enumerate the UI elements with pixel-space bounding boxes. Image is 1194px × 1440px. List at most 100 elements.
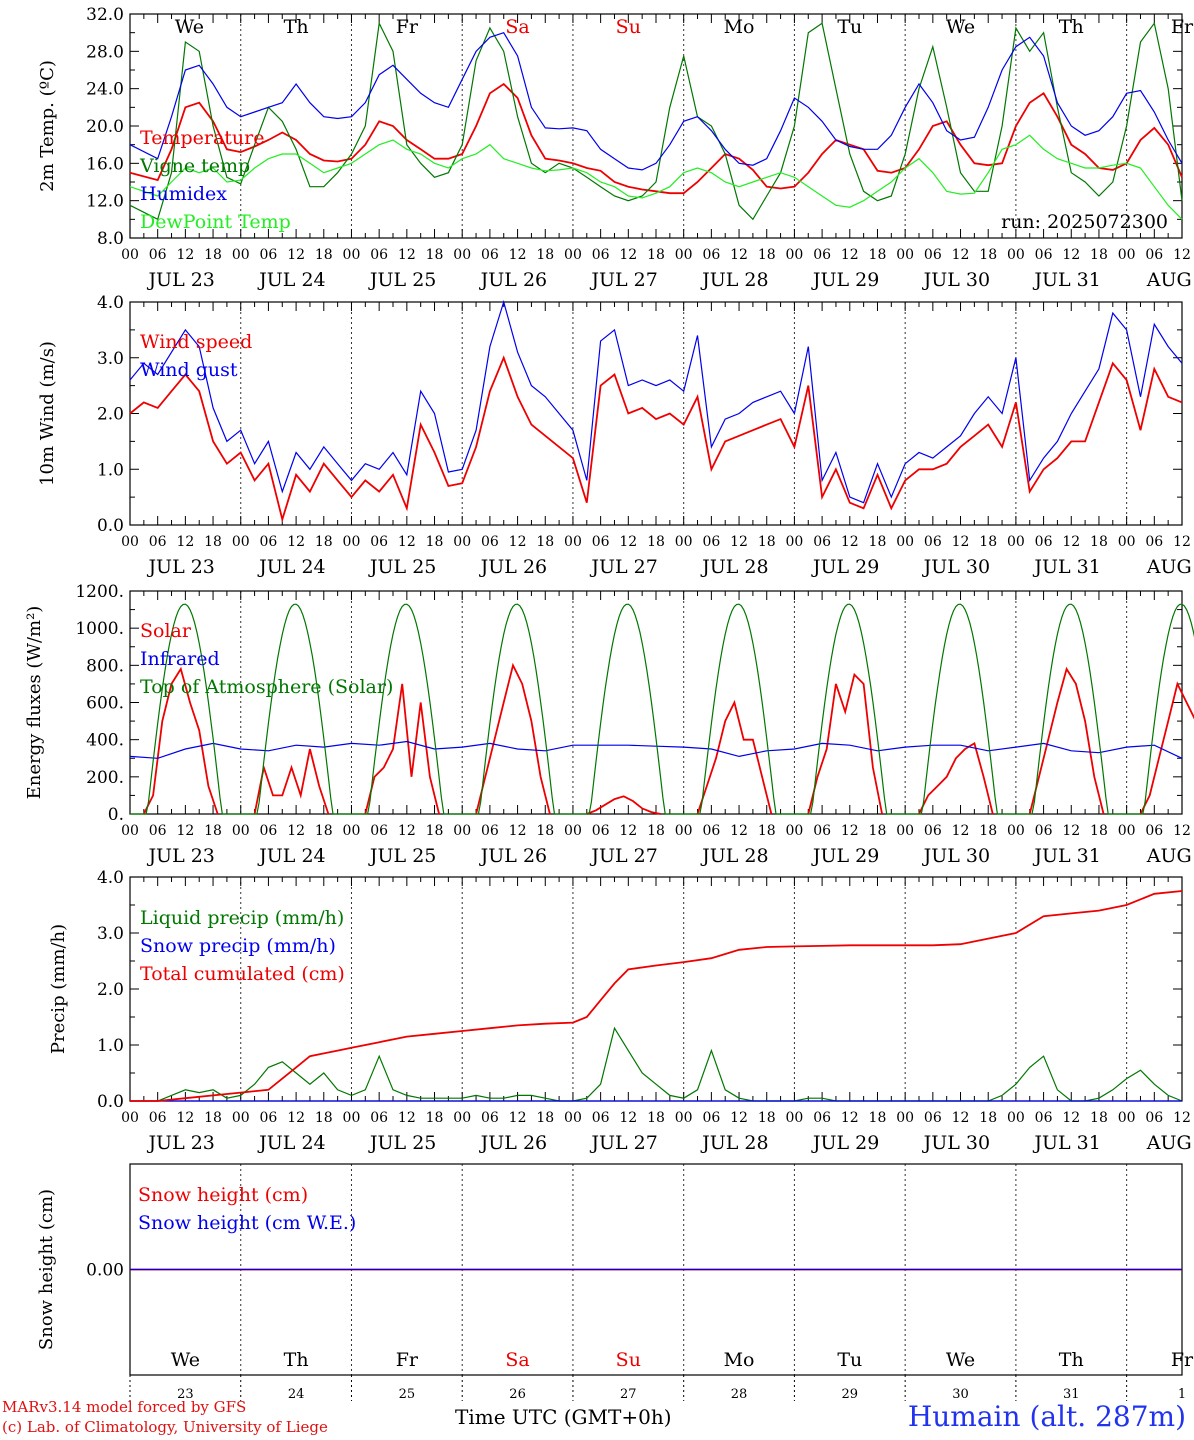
x-hour-label: 06 xyxy=(813,823,831,839)
snow-weekday-label: Sa xyxy=(505,1349,529,1371)
series-top-of-atmosphere-solar xyxy=(683,603,795,815)
x-hour-label: 06 xyxy=(370,1110,388,1126)
x-hour-label: 06 xyxy=(260,534,278,550)
y-tick-label: 20.0 xyxy=(86,117,124,137)
x-hour-label: 06 xyxy=(1145,823,1163,839)
x-hour-label: 00 xyxy=(1118,247,1136,263)
y-tick-label: 12.0 xyxy=(86,192,124,212)
x-date-label: JUL 31 xyxy=(1032,556,1100,578)
snow-weekday-label: Tu xyxy=(837,1349,862,1371)
x-hour-label: 18 xyxy=(758,534,776,550)
snow-weekday-label: We xyxy=(946,1349,975,1371)
x-date-label: JUL 28 xyxy=(700,1132,768,1154)
x-hour-label: 12 xyxy=(619,534,637,550)
x-date-label: JUL 29 xyxy=(811,1132,879,1154)
weekday-label: Su xyxy=(616,16,641,38)
x-hour-label: 18 xyxy=(647,1110,665,1126)
x-hour-label: 00 xyxy=(232,1110,250,1126)
x-date-label: JUL 25 xyxy=(368,845,436,867)
x-date-label: JUL 28 xyxy=(700,845,768,867)
x-date-label: AUG 1 xyxy=(1146,269,1194,291)
x-hour-label: 06 xyxy=(481,247,499,263)
x-hour-label: 06 xyxy=(1035,1110,1053,1126)
series-solar xyxy=(1139,681,1194,815)
y-axis-label: Energy fluxes (W/m²) xyxy=(24,606,45,800)
day-number-label: 25 xyxy=(399,1387,416,1402)
snow-weekday-label: We xyxy=(171,1349,200,1371)
x-date-label: JUL 26 xyxy=(479,845,547,867)
x-date-label: AUG 1 xyxy=(1146,1132,1194,1154)
x-hour-label: 12 xyxy=(509,247,527,263)
x-hour-label: 18 xyxy=(204,534,222,550)
x-hour-label: 00 xyxy=(564,823,582,839)
x-hour-label: 00 xyxy=(564,247,582,263)
x-hour-label: 18 xyxy=(647,534,665,550)
y-tick-label: 1.0 xyxy=(97,1036,124,1056)
y-axis-label: 2m Temp. (ºC) xyxy=(37,60,58,192)
x-hour-label: 12 xyxy=(287,534,305,550)
snow-weekday-label: Su xyxy=(616,1349,641,1371)
weekday-label: We xyxy=(946,16,975,38)
weekday-label: Mo xyxy=(724,16,755,38)
x-hour-label: 18 xyxy=(536,534,554,550)
y-tick-label: 800. xyxy=(86,656,124,676)
x-hour-label: 06 xyxy=(370,247,388,263)
x-date-label: JUL 27 xyxy=(589,845,657,867)
x-hour-label: 12 xyxy=(841,534,859,550)
y-axis-label: Snow height (cm) xyxy=(36,1189,57,1350)
x-hour-label: 12 xyxy=(398,534,416,550)
x-hour-label: 00 xyxy=(896,247,914,263)
y-tick-label: 2.0 xyxy=(97,980,124,1000)
legend-entry: Snow height (cm) xyxy=(138,1184,308,1206)
x-hour-label: 12 xyxy=(287,247,305,263)
y-axis-label: 10m Wind (m/s) xyxy=(37,341,58,486)
x-hour-label: 12 xyxy=(1062,247,1080,263)
x-date-label: JUL 24 xyxy=(257,1132,325,1154)
x-date-label: JUL 29 xyxy=(811,269,879,291)
series-solar xyxy=(475,662,551,815)
legend-entry: Total cumulated (cm) xyxy=(140,963,345,985)
x-hour-label: 18 xyxy=(426,823,444,839)
series-top-of-atmosphere-solar xyxy=(351,603,463,815)
x-hour-label: 06 xyxy=(924,1110,942,1126)
series-dewpoint-temp xyxy=(129,134,1183,220)
x-hour-label: 12 xyxy=(1173,534,1191,550)
x-hour-label: 00 xyxy=(675,823,693,839)
credit-line-2: (c) Lab. of Climatology, University of L… xyxy=(2,1418,328,1436)
x-hour-label: 06 xyxy=(702,1110,720,1126)
x-date-label: JUL 31 xyxy=(1032,1132,1100,1154)
x-date-label: JUL 29 xyxy=(811,556,879,578)
day-number-label: 24 xyxy=(288,1387,305,1402)
x-hour-label: 12 xyxy=(952,823,970,839)
x-hour-label: 06 xyxy=(370,534,388,550)
x-hour-label: 12 xyxy=(176,534,194,550)
x-hour-label: 06 xyxy=(260,823,278,839)
x-hour-label: 18 xyxy=(1090,1110,1108,1126)
legend-entry: Wind speed xyxy=(140,331,252,353)
series-solar xyxy=(807,672,883,815)
y-tick-label: 3.0 xyxy=(97,349,124,369)
plot-frame xyxy=(129,301,1183,526)
y-axis-label: Precip (mm/h) xyxy=(48,924,69,1054)
x-hour-label: 12 xyxy=(398,1110,416,1126)
series-temperature xyxy=(129,82,1183,195)
x-hour-label: 06 xyxy=(702,823,720,839)
x-hour-label: 06 xyxy=(149,247,167,263)
x-hour-label: 18 xyxy=(979,247,997,263)
x-hour-label: 00 xyxy=(121,247,139,263)
x-hour-label: 12 xyxy=(176,1110,194,1126)
x-hour-label: 12 xyxy=(176,823,194,839)
x-hour-label: 00 xyxy=(786,247,804,263)
x-hour-label: 18 xyxy=(315,247,333,263)
x-date-label: JUL 23 xyxy=(146,1132,214,1154)
x-hour-label: 12 xyxy=(1062,1110,1080,1126)
series-solar xyxy=(364,683,440,815)
x-hour-label: 00 xyxy=(453,247,471,263)
credit-line-1: MARv3.14 model forced by GFS xyxy=(2,1398,247,1416)
y-tick-label: 200. xyxy=(86,768,124,788)
y-tick-label: 1000. xyxy=(75,619,124,639)
legend-entry: Infrared xyxy=(140,648,220,670)
legend-entry: Solar xyxy=(140,620,192,642)
x-hour-label: 18 xyxy=(426,534,444,550)
day-number-label: 27 xyxy=(620,1387,637,1402)
